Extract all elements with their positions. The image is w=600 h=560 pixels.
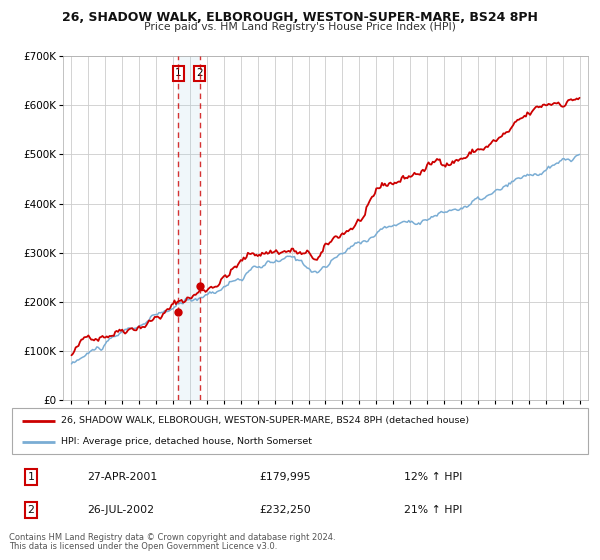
Text: Price paid vs. HM Land Registry's House Price Index (HPI): Price paid vs. HM Land Registry's House … bbox=[144, 22, 456, 32]
Text: £179,995: £179,995 bbox=[260, 472, 311, 482]
Text: 1: 1 bbox=[175, 68, 182, 78]
Text: 26-JUL-2002: 26-JUL-2002 bbox=[87, 505, 154, 515]
Text: 2: 2 bbox=[28, 505, 34, 515]
Text: HPI: Average price, detached house, North Somerset: HPI: Average price, detached house, Nort… bbox=[61, 437, 312, 446]
Text: £232,250: £232,250 bbox=[260, 505, 311, 515]
Text: 2: 2 bbox=[196, 68, 203, 78]
Bar bbox=[178, 56, 200, 400]
Text: 12% ↑ HPI: 12% ↑ HPI bbox=[404, 472, 462, 482]
Text: This data is licensed under the Open Government Licence v3.0.: This data is licensed under the Open Gov… bbox=[9, 542, 277, 550]
Text: 26, SHADOW WALK, ELBOROUGH, WESTON-SUPER-MARE, BS24 8PH (detached house): 26, SHADOW WALK, ELBOROUGH, WESTON-SUPER… bbox=[61, 416, 469, 425]
Text: 26, SHADOW WALK, ELBOROUGH, WESTON-SUPER-MARE, BS24 8PH: 26, SHADOW WALK, ELBOROUGH, WESTON-SUPER… bbox=[62, 11, 538, 24]
Text: 1: 1 bbox=[28, 472, 34, 482]
Text: Contains HM Land Registry data © Crown copyright and database right 2024.: Contains HM Land Registry data © Crown c… bbox=[9, 533, 335, 542]
Text: 27-APR-2001: 27-APR-2001 bbox=[87, 472, 157, 482]
Text: 21% ↑ HPI: 21% ↑ HPI bbox=[404, 505, 462, 515]
